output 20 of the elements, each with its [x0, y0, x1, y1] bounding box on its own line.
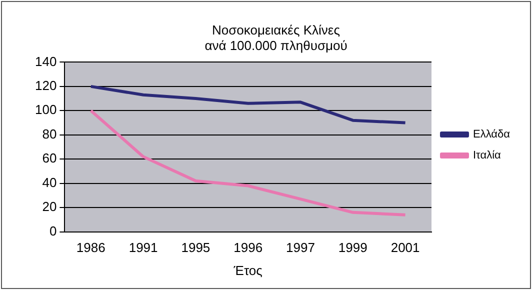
x-tick-label: 1986: [76, 240, 106, 256]
y-tick-label: 100: [34, 102, 57, 118]
x-tick-label: 1995: [181, 240, 210, 256]
y-tick-label: 60: [42, 150, 57, 166]
x-axis-title: Έτος: [232, 262, 262, 278]
y-tick-label: 40: [42, 174, 57, 190]
y-tick-label: 0: [49, 223, 57, 238]
x-tick-label: 1991: [128, 240, 158, 256]
text: ανά 100.000 πληθυσμού: [204, 38, 348, 53]
x-tick-label: 1996: [234, 240, 263, 256]
x-tick-label: 2001: [390, 240, 420, 256]
y-tick-label: 120: [34, 78, 57, 94]
legend-label: Ελλάδα: [472, 128, 511, 141]
x-tick-label: 1999: [338, 240, 368, 256]
text: Νοσοκομειακές Κλίνες: [212, 22, 340, 38]
y-tick-label: 80: [42, 126, 57, 142]
y-tick-label: 20: [42, 199, 57, 214]
legend-label: Ιταλία: [472, 150, 502, 162]
x-tick-label: 1997: [286, 240, 315, 256]
y-tick-label: 140: [34, 54, 57, 69]
